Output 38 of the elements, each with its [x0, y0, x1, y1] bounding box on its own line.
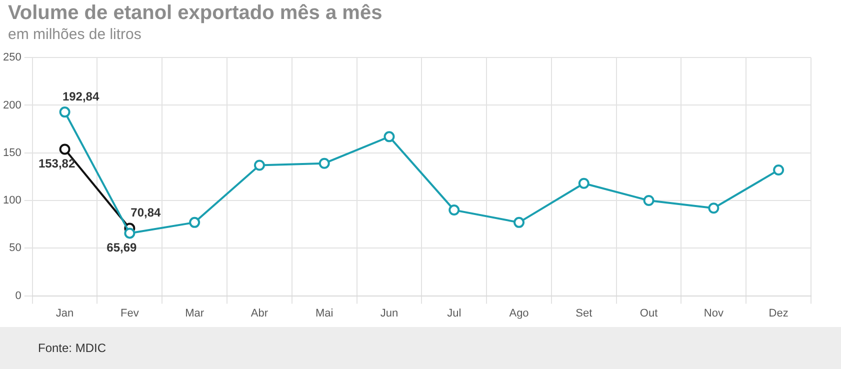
y-tick-label: 100	[2, 194, 22, 207]
point	[514, 216, 525, 228]
x-tick-label: Dez	[768, 307, 788, 320]
point	[189, 216, 200, 228]
point	[59, 144, 70, 155]
data-label: 192,84	[62, 89, 100, 104]
point	[318, 158, 330, 169]
x-tick-label: Jun	[380, 307, 398, 320]
chart-title: Volume de etanol exportado mês a mês	[8, 2, 382, 25]
data-label: 153,82	[38, 156, 76, 171]
x-tick-label: Set	[576, 307, 592, 320]
x-tick-label: Mar	[185, 307, 204, 320]
point	[384, 131, 395, 142]
source-note: Fonte: MDIC	[38, 341, 106, 355]
point	[59, 106, 70, 118]
data-label: 65,69	[106, 240, 138, 255]
point	[708, 202, 720, 214]
point	[773, 164, 784, 176]
x-tick-label: Mai	[315, 307, 334, 320]
y-tick-label: 200	[2, 99, 22, 112]
y-tick-label: 150	[2, 146, 22, 159]
x-tick-label: Ago	[509, 307, 529, 320]
point	[124, 228, 136, 239]
x-tick-label: Jul	[447, 307, 462, 320]
y-tick-label: 0	[15, 290, 22, 302]
y-tick-label: 50	[9, 242, 22, 254]
y-tick-label: 250	[2, 52, 22, 64]
x-tick-label: Abr	[250, 307, 268, 320]
point	[643, 195, 654, 206]
x-tick-label: Jan	[56, 307, 74, 320]
point	[578, 178, 590, 189]
x-tick-label: Fev	[120, 307, 140, 320]
x-tick-label: Out	[640, 307, 658, 320]
point	[448, 204, 460, 216]
data-label: 70,84	[130, 206, 162, 220]
chart-subtitle: em milhões de litros	[8, 26, 142, 43]
x-tick-label: Nov	[704, 307, 724, 320]
point	[254, 160, 265, 171]
